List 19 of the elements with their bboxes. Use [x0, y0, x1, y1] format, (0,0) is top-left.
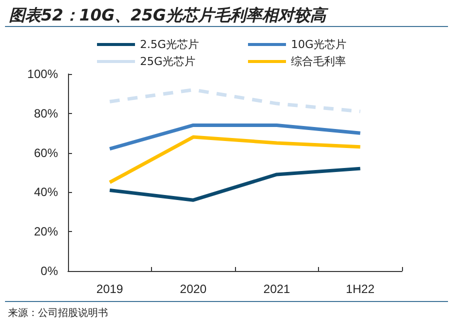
- y-tick-label: 80%: [34, 106, 58, 120]
- x-tick-label: 2020: [180, 282, 207, 296]
- legend-label: 2.5G光芯片: [140, 38, 200, 51]
- x-tick-label: 2021: [263, 282, 290, 296]
- y-tick-label: 20%: [34, 224, 58, 239]
- source-note: 来源：公司招股说明书: [8, 306, 108, 320]
- line-series: [108, 88, 362, 114]
- y-tick-label: 60%: [34, 146, 58, 160]
- y-tick-label: 40%: [34, 185, 58, 200]
- line-series: [108, 135, 362, 184]
- chart-title: 图表52：10G、25G光芯片毛利率相对较高: [9, 6, 330, 24]
- legend-label: 10G光芯片: [291, 38, 347, 51]
- line-series: [108, 166, 362, 202]
- y-tick-label: 100%: [27, 67, 58, 81]
- y-tick-label: 0%: [40, 264, 58, 278]
- legend-label: 25G光芯片: [140, 55, 196, 68]
- x-tick-label: 1H22: [346, 282, 375, 296]
- legend-label: 综合毛利率: [291, 55, 346, 68]
- x-tick-label: 2019: [96, 282, 124, 296]
